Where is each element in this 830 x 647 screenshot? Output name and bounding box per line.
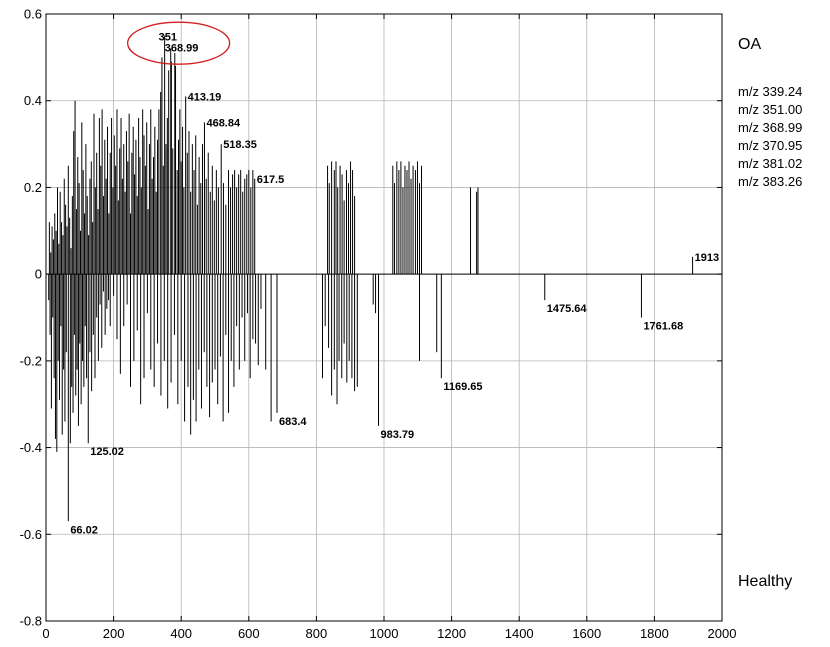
grid-lines bbox=[46, 14, 722, 621]
spectrum-bars bbox=[48, 35, 694, 522]
highlight-ellipse bbox=[126, 21, 231, 65]
x-tick-label: 1600 bbox=[572, 626, 601, 641]
mz-item: m/z 351.00 bbox=[738, 102, 803, 117]
highlighted-mz-list: m/z 339.24 m/z 351.00 m/z 368.99 m/z 370… bbox=[738, 83, 802, 191]
peak-label: 368.99 bbox=[165, 43, 199, 55]
x-tick-label: 400 bbox=[170, 626, 192, 641]
x-tick-label: 1800 bbox=[640, 626, 669, 641]
mz-item: m/z 368.99 bbox=[738, 120, 803, 135]
peak-label: 125.02 bbox=[90, 446, 124, 458]
peak-label: 468.84 bbox=[206, 117, 241, 129]
x-tick-label: 0 bbox=[42, 626, 49, 641]
y-tick-label: -0.8 bbox=[20, 614, 42, 629]
peak-label: 683.4 bbox=[279, 416, 307, 428]
peak-label: 351 bbox=[159, 32, 177, 44]
x-tick-label: 1400 bbox=[505, 626, 534, 641]
x-tick-label: 2000 bbox=[708, 626, 737, 641]
peak-label: 518.35 bbox=[223, 139, 257, 151]
y-tick-label: 0.6 bbox=[24, 7, 42, 22]
mz-item: m/z 339.24 bbox=[738, 84, 803, 99]
y-tick-label: -0.6 bbox=[20, 527, 42, 542]
peak-label: 1169.65 bbox=[443, 381, 482, 393]
peak-label: 66.02 bbox=[70, 524, 98, 536]
x-tick-label: 1000 bbox=[370, 626, 399, 641]
peak-label: 413.19 bbox=[188, 91, 222, 103]
y-tick-label: 0 bbox=[35, 267, 42, 282]
mz-item: m/z 370.95 bbox=[738, 138, 803, 153]
peak-label: 983.79 bbox=[381, 429, 415, 441]
peak-label: 1913 bbox=[695, 252, 719, 264]
axis-ticks: 0 200 400 600 800 1000 1200 1400 1600 1800 2000 -0.… bbox=[20, 7, 737, 642]
mz-item: m/z 383.26 bbox=[738, 174, 803, 189]
peak-label: 617.5 bbox=[257, 174, 285, 186]
y-tick-label: -0.4 bbox=[20, 440, 42, 455]
x-tick-label: 200 bbox=[103, 626, 125, 641]
x-tick-label: 600 bbox=[238, 626, 260, 641]
x-tick-label: 800 bbox=[306, 626, 328, 641]
y-tick-label: -0.2 bbox=[20, 353, 42, 368]
x-tick-label: 1200 bbox=[437, 626, 466, 641]
y-tick-label: 0.2 bbox=[24, 180, 42, 195]
group-label-healthy: Healthy bbox=[738, 573, 793, 590]
mz-item: m/z 381.02 bbox=[738, 156, 803, 171]
peak-label: 1475.64 bbox=[547, 303, 588, 315]
y-tick-label: 0.4 bbox=[24, 93, 42, 108]
group-label-oa: OA bbox=[738, 36, 762, 53]
peak-label: 1761.68 bbox=[643, 321, 683, 333]
